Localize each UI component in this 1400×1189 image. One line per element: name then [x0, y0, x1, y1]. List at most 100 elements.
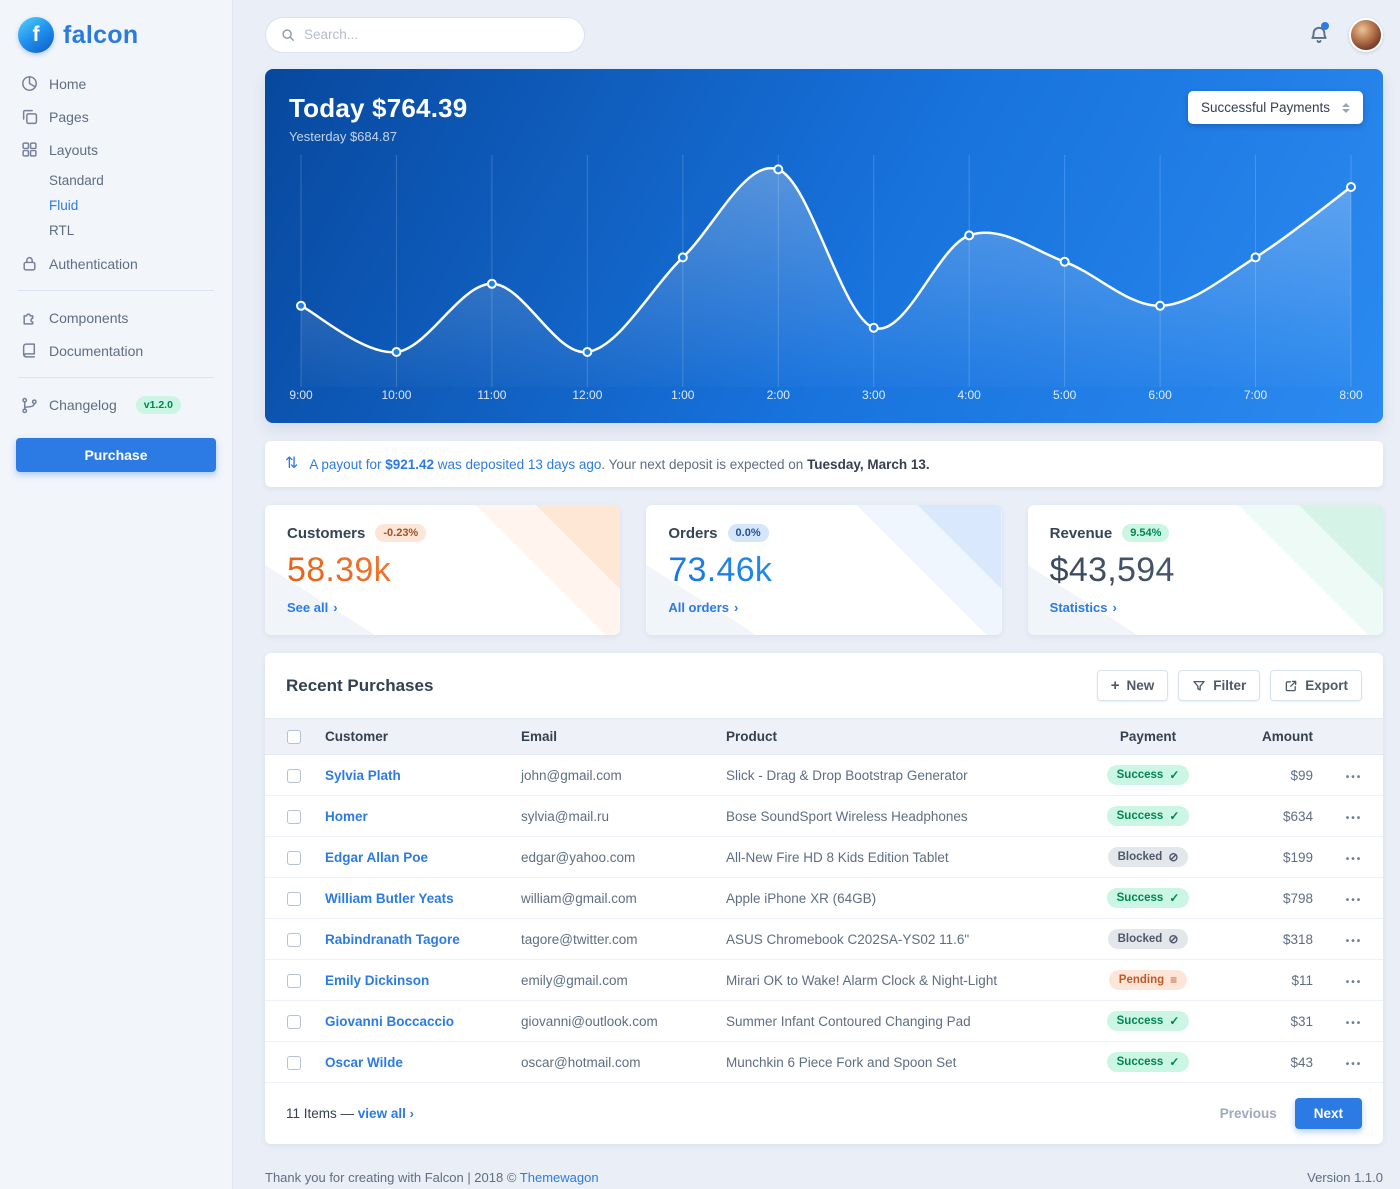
customer-link[interactable]: Sylvia Plath [325, 767, 401, 783]
export-button[interactable]: Export [1270, 670, 1362, 701]
row-actions-menu[interactable]: ••• [1345, 853, 1363, 865]
payout-link[interactable]: was deposited 13 days ago [434, 456, 602, 472]
orders-value: 73.46k [668, 551, 979, 590]
user-avatar[interactable] [1349, 17, 1383, 52]
row-checkbox[interactable] [287, 1056, 301, 1071]
table-row: William Butler Yeats william@gmail.com A… [265, 877, 1383, 920]
row-actions-menu[interactable]: ••• [1345, 771, 1363, 783]
all-orders-link[interactable]: All orders › [668, 600, 739, 615]
falcon-logo-icon: f [18, 17, 54, 53]
row-actions-menu[interactable]: ••• [1345, 935, 1363, 947]
search-input[interactable] [304, 27, 569, 42]
notifications-button[interactable] [1309, 21, 1329, 45]
themewagon-link[interactable]: Themewagon [519, 1170, 599, 1186]
customer-link[interactable]: Rabindranath Tagore [325, 931, 460, 947]
row-actions-menu[interactable]: ••• [1345, 894, 1363, 906]
row-checkbox[interactable] [287, 974, 301, 989]
copy-icon [20, 108, 38, 125]
brand-logo[interactable]: f falcon [16, 0, 216, 67]
chart-pie-icon [20, 75, 38, 92]
customer-link[interactable]: Oscar Wilde [325, 1054, 403, 1070]
chart-filter-label: Successful Payments [1200, 100, 1330, 115]
book-icon [20, 342, 38, 359]
chart-filter-select[interactable]: Successful Payments [1187, 91, 1363, 124]
sidebar-item-layouts[interactable]: Layouts [16, 133, 216, 166]
export-icon [1285, 680, 1297, 691]
sidebar-item-standard[interactable]: Standard [49, 173, 104, 188]
sidebar-item-label: Authentication [49, 255, 138, 272]
row-checkbox[interactable] [287, 810, 301, 825]
row-actions-menu[interactable]: ••• [1345, 1017, 1363, 1029]
row-actions-menu[interactable]: ••• [1345, 1058, 1363, 1070]
chart-header: Today $764.39 Yesterday $684.87 [289, 93, 467, 144]
row-checkbox[interactable] [287, 1015, 301, 1030]
chart-title: Today $764.39 [289, 93, 468, 123]
svg-text:1:00: 1:00 [671, 388, 695, 402]
select-all-checkbox[interactable] [287, 730, 301, 745]
previous-button[interactable]: Previous [1219, 1106, 1277, 1122]
table-row: Sylvia Plath john@gmail.com Slick - Drag… [265, 754, 1383, 797]
customers-value: 58.39k [287, 551, 598, 590]
svg-text:10:00: 10:00 [381, 388, 411, 402]
sidebar-item-fluid[interactable]: Fluid [49, 198, 79, 213]
row-checkbox[interactable] [287, 769, 301, 784]
column-email[interactable]: Email [509, 717, 714, 756]
recent-purchases-title: Recent Purchases [286, 675, 434, 695]
payment-status-badge: Success ✓ [1106, 1011, 1190, 1032]
product-name: ASUS Chromebook C202SA-YS02 11.6" [714, 918, 1067, 961]
new-button[interactable]: + New [1096, 670, 1169, 701]
items-count: 11 Items — [286, 1106, 355, 1122]
chevron-right-icon: › [409, 1106, 414, 1122]
exchange-icon: ⇅ [285, 455, 299, 472]
customer-link[interactable]: William Butler Yeats [325, 890, 454, 906]
payout-link[interactable]: A payout for [309, 456, 386, 472]
main-content: Today $764.39 Yesterday $684.87 Successf… [233, 0, 1400, 1189]
column-payment[interactable]: Payment [1067, 717, 1229, 756]
sidebar-item-pages[interactable]: Pages [16, 100, 216, 133]
sidebar-item-components[interactable]: Components [16, 301, 216, 334]
topbar-right [1309, 17, 1383, 52]
filter-button[interactable]: Filter [1178, 670, 1261, 701]
search-box[interactable] [265, 16, 585, 53]
sidebar-item-home[interactable]: Home [16, 67, 216, 100]
amount: $634 [1229, 795, 1325, 838]
customer-link[interactable]: Edgar Allan Poe [325, 849, 429, 865]
column-product[interactable]: Product [714, 717, 1067, 756]
purchase-button[interactable]: Purchase [16, 438, 216, 472]
payout-text: A payout for $921.42 was deposited 13 da… [309, 457, 929, 472]
sidebar-item-authentication[interactable]: Authentication [16, 247, 216, 280]
row-actions-menu[interactable]: ••• [1345, 812, 1363, 824]
column-amount[interactable]: Amount [1229, 717, 1325, 756]
row-actions-menu[interactable]: ••• [1345, 976, 1363, 988]
payment-status-badge: Success ✓ [1106, 888, 1190, 909]
customer-email: giovanni@outlook.com [509, 1000, 714, 1043]
next-button[interactable]: Next [1294, 1098, 1362, 1130]
table-row: Homer sylvia@mail.ru Bose SoundSport Wir… [265, 795, 1383, 838]
sidebar-item-changelog[interactable]: Changelog v1.2.0 [16, 388, 216, 422]
sidebar-item-documentation[interactable]: Documentation [16, 334, 216, 367]
search-icon [282, 28, 294, 41]
stat-cards: Customers -0.23% 58.39k See all › Orders … [265, 505, 1383, 635]
svg-text:3:00: 3:00 [862, 388, 886, 402]
row-checkbox[interactable] [287, 933, 301, 948]
customer-link[interactable]: Homer [325, 808, 368, 824]
view-all-link[interactable]: view all › [357, 1106, 414, 1122]
customers-title: Customers [287, 524, 366, 542]
svg-text:6:00: 6:00 [1148, 388, 1172, 402]
column-customer[interactable]: Customer [313, 717, 509, 756]
customer-email: william@gmail.com [509, 877, 714, 920]
product-name: Bose SoundSport Wireless Headphones [714, 795, 1067, 838]
filter-icon [1193, 680, 1205, 691]
status-icon: ⊘ [1168, 850, 1179, 865]
row-checkbox[interactable] [287, 851, 301, 866]
customer-link[interactable]: Giovanni Boccaccio [325, 1013, 455, 1029]
row-checkbox[interactable] [287, 892, 301, 907]
sidebar-item-rtl[interactable]: RTL [49, 223, 75, 238]
see-all-link[interactable]: See all › [287, 600, 338, 615]
amount: $798 [1229, 877, 1325, 920]
sidebar-item-label: Layouts [49, 141, 99, 158]
customer-link[interactable]: Emily Dickinson [325, 972, 430, 988]
sort-arrows-icon [1342, 102, 1350, 113]
statistics-link[interactable]: Statistics › [1049, 600, 1117, 615]
payout-amount[interactable]: $921.42 [385, 456, 435, 472]
